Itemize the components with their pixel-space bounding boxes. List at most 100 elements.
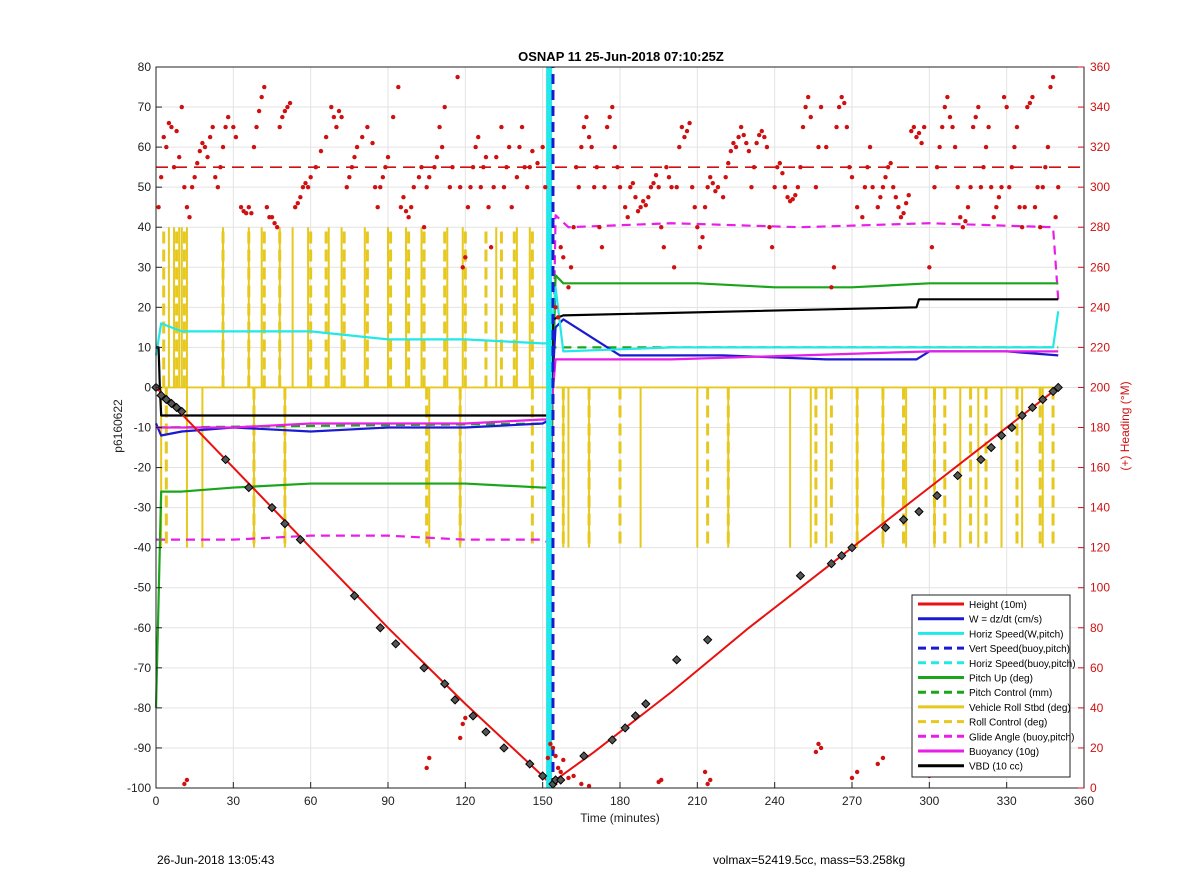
height-marker	[630, 711, 641, 721]
heading-point	[705, 184, 710, 190]
heading-point	[586, 783, 592, 789]
heading-point	[604, 124, 610, 130]
heading-point	[522, 164, 527, 170]
series-layer	[154, 67, 1060, 788]
heading-point	[656, 184, 661, 190]
heading-point	[424, 765, 429, 771]
heading-point	[251, 144, 257, 150]
heading-point	[955, 184, 960, 190]
y-tick-label: 40	[138, 220, 152, 234]
heading-point	[331, 114, 337, 120]
height-marker	[295, 534, 306, 545]
heading-point	[769, 245, 775, 250]
height-marker	[450, 695, 460, 705]
heading-point	[708, 174, 713, 180]
heading-point	[517, 144, 522, 150]
heading-point	[385, 154, 391, 160]
heading-points	[156, 74, 1061, 789]
heading-point	[432, 164, 437, 170]
heading-point	[916, 130, 922, 136]
y2-tick-label: 280	[1090, 220, 1110, 234]
heading-point	[195, 160, 200, 166]
heading-point	[174, 128, 179, 134]
heading-point	[455, 74, 460, 80]
heading-point	[187, 215, 192, 220]
heading-point	[880, 755, 886, 761]
heading-point	[885, 164, 891, 170]
height-marker	[440, 679, 450, 689]
heading-point	[169, 124, 174, 130]
heading-point	[189, 184, 195, 190]
y-tick-label: -20	[134, 461, 152, 475]
heading-point	[849, 174, 855, 180]
heading-point	[401, 194, 406, 200]
heading-point	[372, 184, 378, 190]
y2-tick-label: 180	[1090, 421, 1110, 435]
heading-point	[434, 154, 440, 160]
heading-point	[597, 225, 602, 230]
heading-point	[1045, 144, 1051, 150]
heading-point	[638, 204, 643, 210]
y2-tick-label: 200	[1090, 380, 1110, 394]
heading-point	[909, 128, 914, 134]
heading-point	[947, 114, 953, 120]
heading-point	[427, 755, 432, 761]
height-marker	[156, 390, 166, 401]
heading-point	[594, 164, 599, 170]
y2-tick-label: 100	[1090, 581, 1110, 595]
heading-point	[354, 144, 360, 150]
heading-point	[481, 164, 486, 170]
y-tick-label: 30	[138, 260, 152, 274]
heading-point	[708, 777, 713, 783]
heading-point	[942, 104, 947, 110]
y2-tick-label: 300	[1090, 180, 1110, 194]
series-line	[156, 298, 1059, 417]
height-marker	[702, 635, 713, 645]
heading-point	[702, 204, 708, 210]
heading-point	[213, 174, 218, 180]
heading-point	[973, 114, 978, 120]
heading-point	[442, 104, 447, 110]
x-tick-label: 0	[153, 794, 160, 808]
y-axis-ticks: -100-90-80-70-60-50-40-30-20-10010203040…	[127, 60, 162, 795]
heading-point	[617, 184, 623, 190]
heading-point	[293, 204, 298, 210]
heading-point	[793, 192, 798, 198]
heading-point	[986, 124, 991, 130]
heading-point	[927, 265, 932, 270]
legend-box	[911, 594, 1071, 778]
x-tick-label: 30	[227, 794, 241, 808]
heading-point	[777, 160, 783, 166]
heading-point	[177, 154, 182, 160]
y-tick-label: -100	[127, 781, 151, 795]
heading-point	[749, 184, 754, 190]
heading-point	[285, 104, 290, 110]
heading-point	[233, 134, 239, 140]
heading-point	[347, 174, 352, 180]
heading-point	[344, 184, 349, 190]
height-marker	[166, 398, 177, 409]
y-tick-label: 0	[144, 380, 151, 394]
heading-point	[470, 164, 476, 170]
heading-point	[898, 215, 904, 220]
heading-point	[535, 160, 540, 166]
heading-point	[287, 100, 293, 106]
y-tick-label: 20	[138, 300, 152, 314]
heading-point	[831, 265, 837, 270]
heading-point	[705, 781, 710, 787]
heading-point	[313, 164, 319, 170]
heading-point	[921, 124, 927, 130]
heading-point	[702, 769, 708, 775]
series-line	[154, 286, 1060, 356]
heading-point	[1037, 225, 1043, 230]
heading-point	[427, 174, 432, 180]
heading-point	[692, 204, 697, 210]
heading-point	[726, 160, 731, 166]
height-marker	[836, 550, 847, 561]
legend-label: Pitch Control (mm)	[969, 688, 1052, 699]
heading-point	[666, 174, 672, 180]
height-marker	[1048, 386, 1058, 397]
x-tick-label: 360	[1074, 794, 1094, 808]
heading-point	[375, 204, 380, 210]
legend-label: Horiz Speed(buoy,pitch)	[969, 659, 1076, 670]
